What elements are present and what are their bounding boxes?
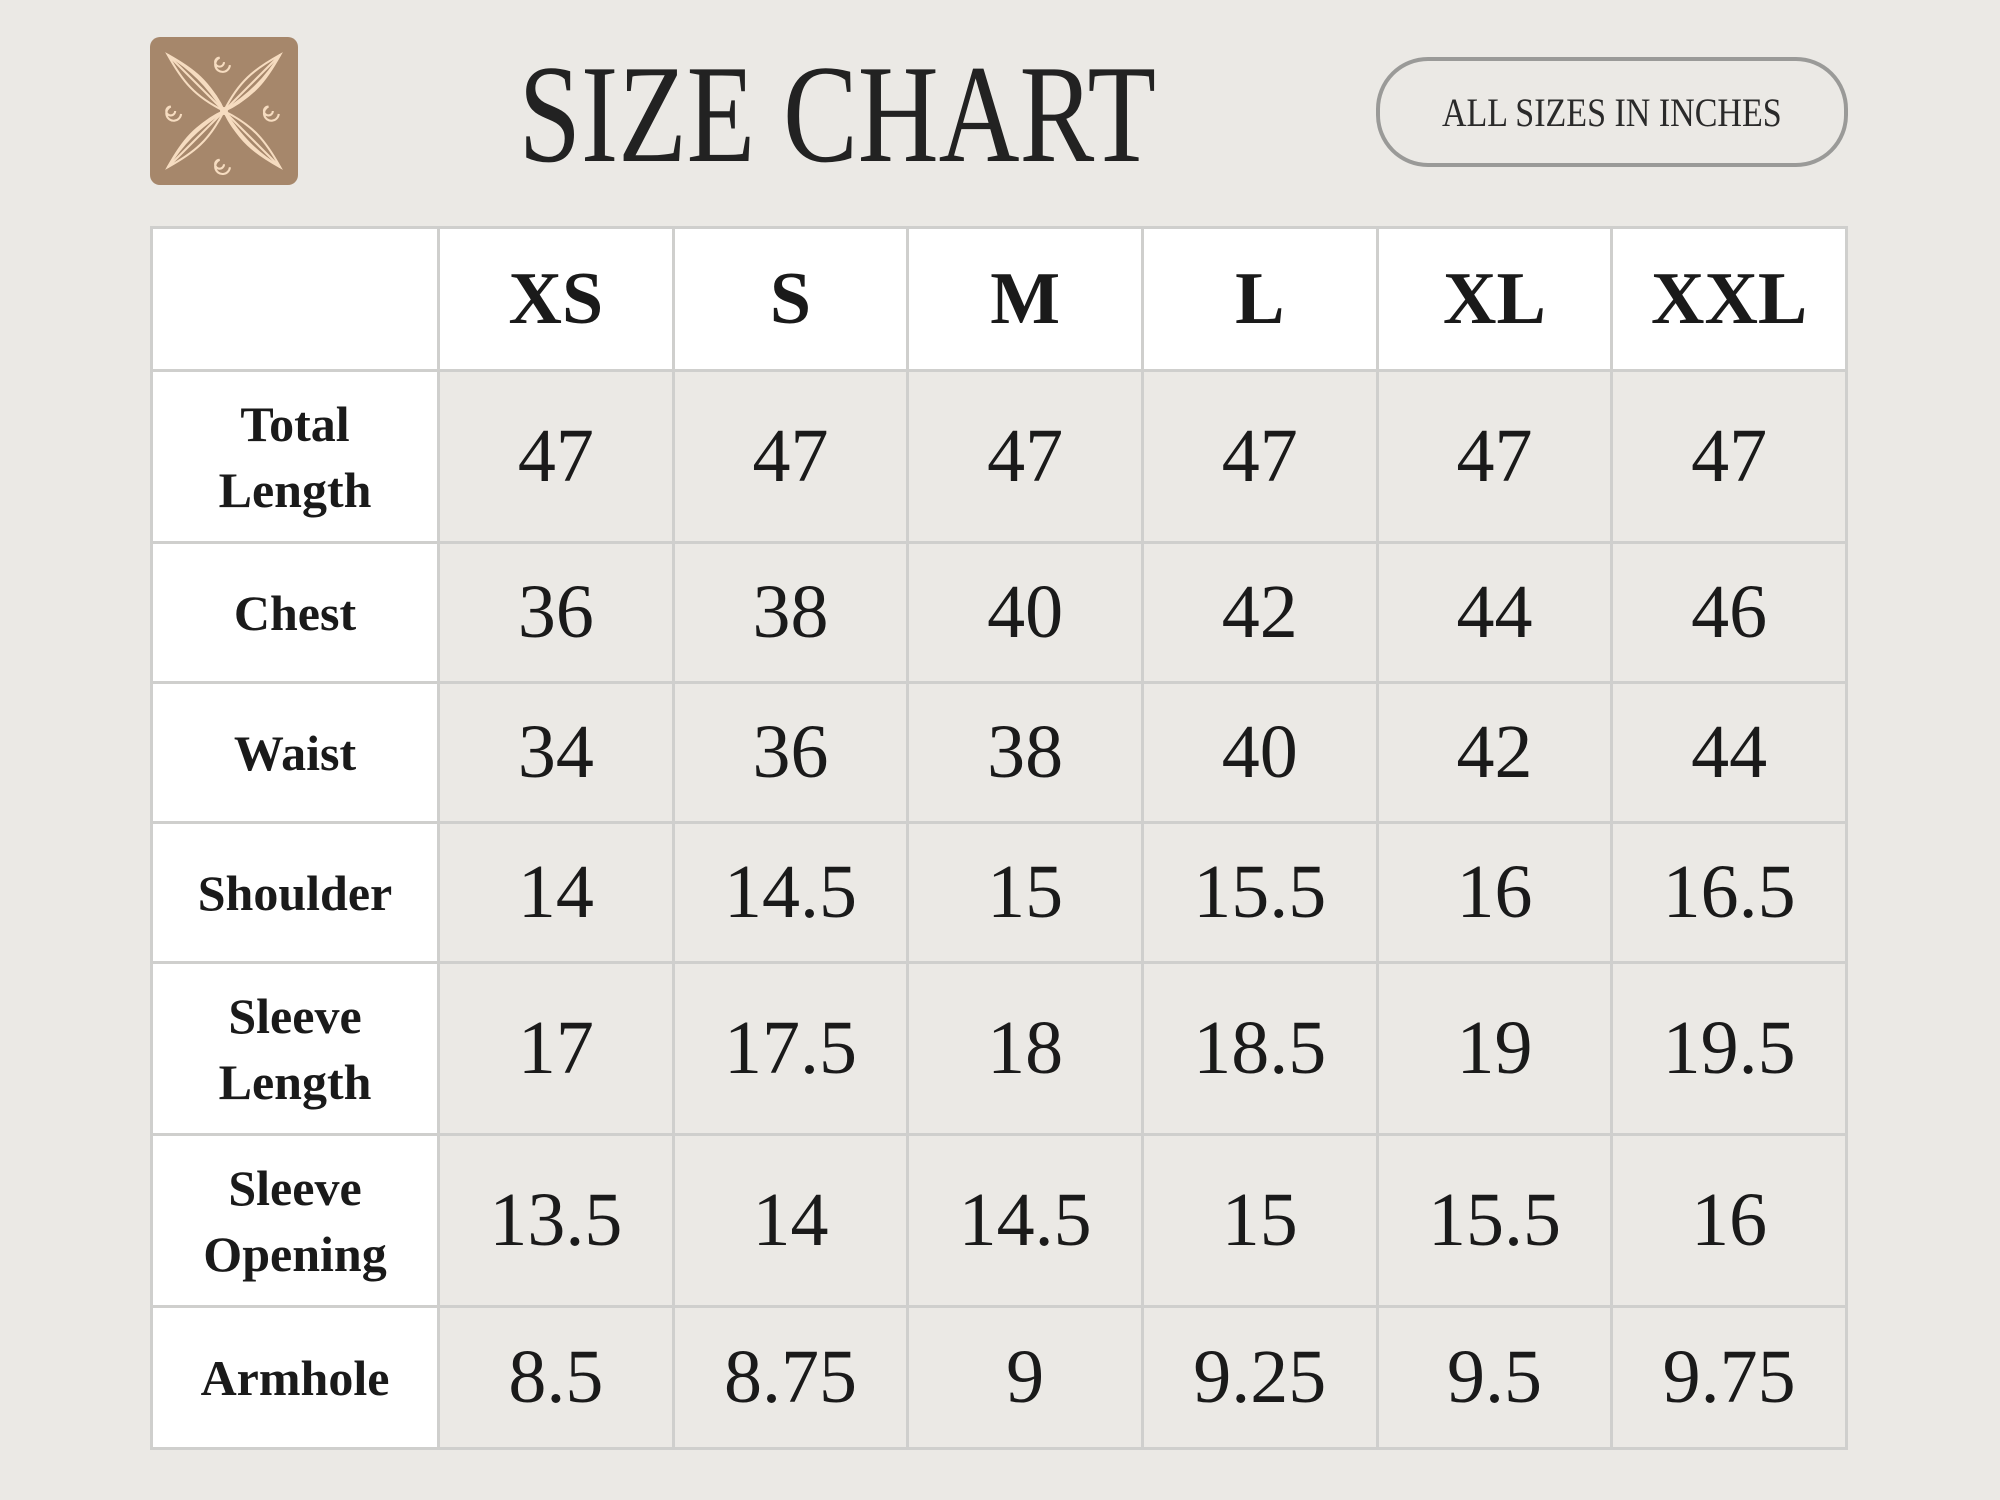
row-label: Shoulder <box>150 821 440 964</box>
measurement-cell: 16 <box>1610 1133 1848 1308</box>
row-label: Sleeve Length <box>150 961 440 1136</box>
measurement-cell: 36 <box>671 681 910 824</box>
measurement-cell: 40 <box>1140 681 1379 824</box>
row-label: Armhole <box>150 1305 440 1450</box>
size-header-s: S <box>671 226 910 372</box>
measurement-cell: 15.5 <box>1140 821 1379 964</box>
measurement-cell: 42 <box>1375 681 1614 824</box>
table-row: Total Length 47 47 47 47 47 47 <box>150 369 1848 544</box>
measurement-cell: 36 <box>437 541 675 684</box>
measurement-cell: 40 <box>906 541 1144 684</box>
measurement-cell: 9.25 <box>1140 1305 1379 1450</box>
measurement-cell: 46 <box>1610 541 1848 684</box>
measurement-cell: 9.75 <box>1610 1305 1848 1450</box>
size-chart-table: XS S M L XL XXL Total Length 47 47 47 47 47 47 Chest… <box>150 226 1848 1450</box>
measurement-cell: 13.5 <box>437 1133 675 1308</box>
measurement-cell: 8.75 <box>671 1305 910 1450</box>
measurement-cell: 47 <box>1610 369 1848 544</box>
measurement-cell: 15 <box>906 821 1144 964</box>
measurement-cell: 47 <box>671 369 910 544</box>
size-header-m: M <box>906 226 1144 372</box>
measurement-cell: 19 <box>1375 961 1614 1136</box>
measurement-cell: 34 <box>437 681 675 824</box>
measurement-cell: 42 <box>1140 541 1379 684</box>
size-header-l: L <box>1140 226 1379 372</box>
measurement-cell: 14.5 <box>906 1133 1144 1308</box>
measurement-cell: 47 <box>906 369 1144 544</box>
size-header-xl: XL <box>1375 226 1614 372</box>
size-header-xxl: XXL <box>1610 226 1848 372</box>
measurement-cell: 44 <box>1375 541 1614 684</box>
table-row: Waist 34 36 38 40 42 44 <box>150 681 1848 824</box>
page-title-wrapper: SIZE CHART <box>437 40 1237 190</box>
measurement-cell: 18 <box>906 961 1144 1136</box>
measurement-cell: 15 <box>1140 1133 1379 1308</box>
measurement-cell: 47 <box>1375 369 1614 544</box>
row-label: Chest <box>150 541 440 684</box>
table-row: Sleeve Length 17 17.5 18 18.5 19 19.5 <box>150 961 1848 1136</box>
row-label: Total Length <box>150 369 440 544</box>
floral-petal-logo-icon <box>165 52 282 176</box>
size-header-row: XS S M L XL XXL <box>150 226 1848 372</box>
table-row: Sleeve Opening 13.5 14 14.5 15 15.5 16 <box>150 1133 1848 1308</box>
measurement-cell: 8.5 <box>437 1305 675 1450</box>
measurement-cell: 44 <box>1610 681 1848 824</box>
measurement-cell: 16.5 <box>1610 821 1848 964</box>
corner-cell <box>150 226 440 372</box>
table-row: Chest 36 38 40 42 44 46 <box>150 541 1848 684</box>
measurement-cell: 16 <box>1375 821 1614 964</box>
measurement-cell: 17 <box>437 961 675 1136</box>
table-row: Armhole 8.5 8.75 9 9.25 9.5 9.75 <box>150 1305 1848 1450</box>
measurement-cell: 38 <box>671 541 910 684</box>
measurement-cell: 14 <box>437 821 675 964</box>
unit-note-text: ALL SIZES IN INCHES <box>1442 89 1782 135</box>
measurement-cell: 9.5 <box>1375 1305 1614 1450</box>
measurement-cell: 19.5 <box>1610 961 1848 1136</box>
measurement-cell: 14 <box>671 1133 910 1308</box>
measurement-cell: 17.5 <box>671 961 910 1136</box>
brand-logo <box>150 37 298 185</box>
measurement-cell: 38 <box>906 681 1144 824</box>
measurement-cell: 18.5 <box>1140 961 1379 1136</box>
size-header-xs: XS <box>437 226 675 372</box>
row-label: Sleeve Opening <box>150 1133 440 1308</box>
measurement-cell: 47 <box>1140 369 1379 544</box>
row-label: Waist <box>150 681 440 824</box>
measurement-cell: 47 <box>437 369 675 544</box>
measurement-cell: 9 <box>906 1305 1144 1450</box>
measurement-cell: 15.5 <box>1375 1133 1614 1308</box>
unit-note-badge: ALL SIZES IN INCHES <box>1376 57 1848 167</box>
measurement-cell: 14.5 <box>671 821 910 964</box>
page-title: SIZE CHART <box>518 37 1156 192</box>
table-row: Shoulder 14 14.5 15 15.5 16 16.5 <box>150 821 1848 964</box>
